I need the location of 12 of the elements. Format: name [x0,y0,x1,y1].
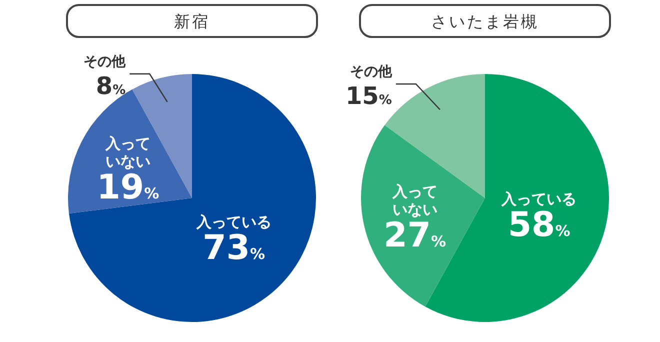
pie-slice [361,125,485,307]
chart-title: 新宿 [174,12,210,31]
slice-label: 入っていない [104,134,150,170]
slice-label: その他 [84,54,127,70]
slice-label: その他 [350,64,393,80]
data-label: 15% [345,82,392,110]
data-label: 8% [96,72,126,100]
slice-label: 入っていない [391,182,438,219]
slice-label: 入っている [195,212,272,231]
pie-slice [68,74,316,322]
slice-label: 入っている [500,190,577,208]
chart-title: さいたま岩槻 [431,12,539,31]
